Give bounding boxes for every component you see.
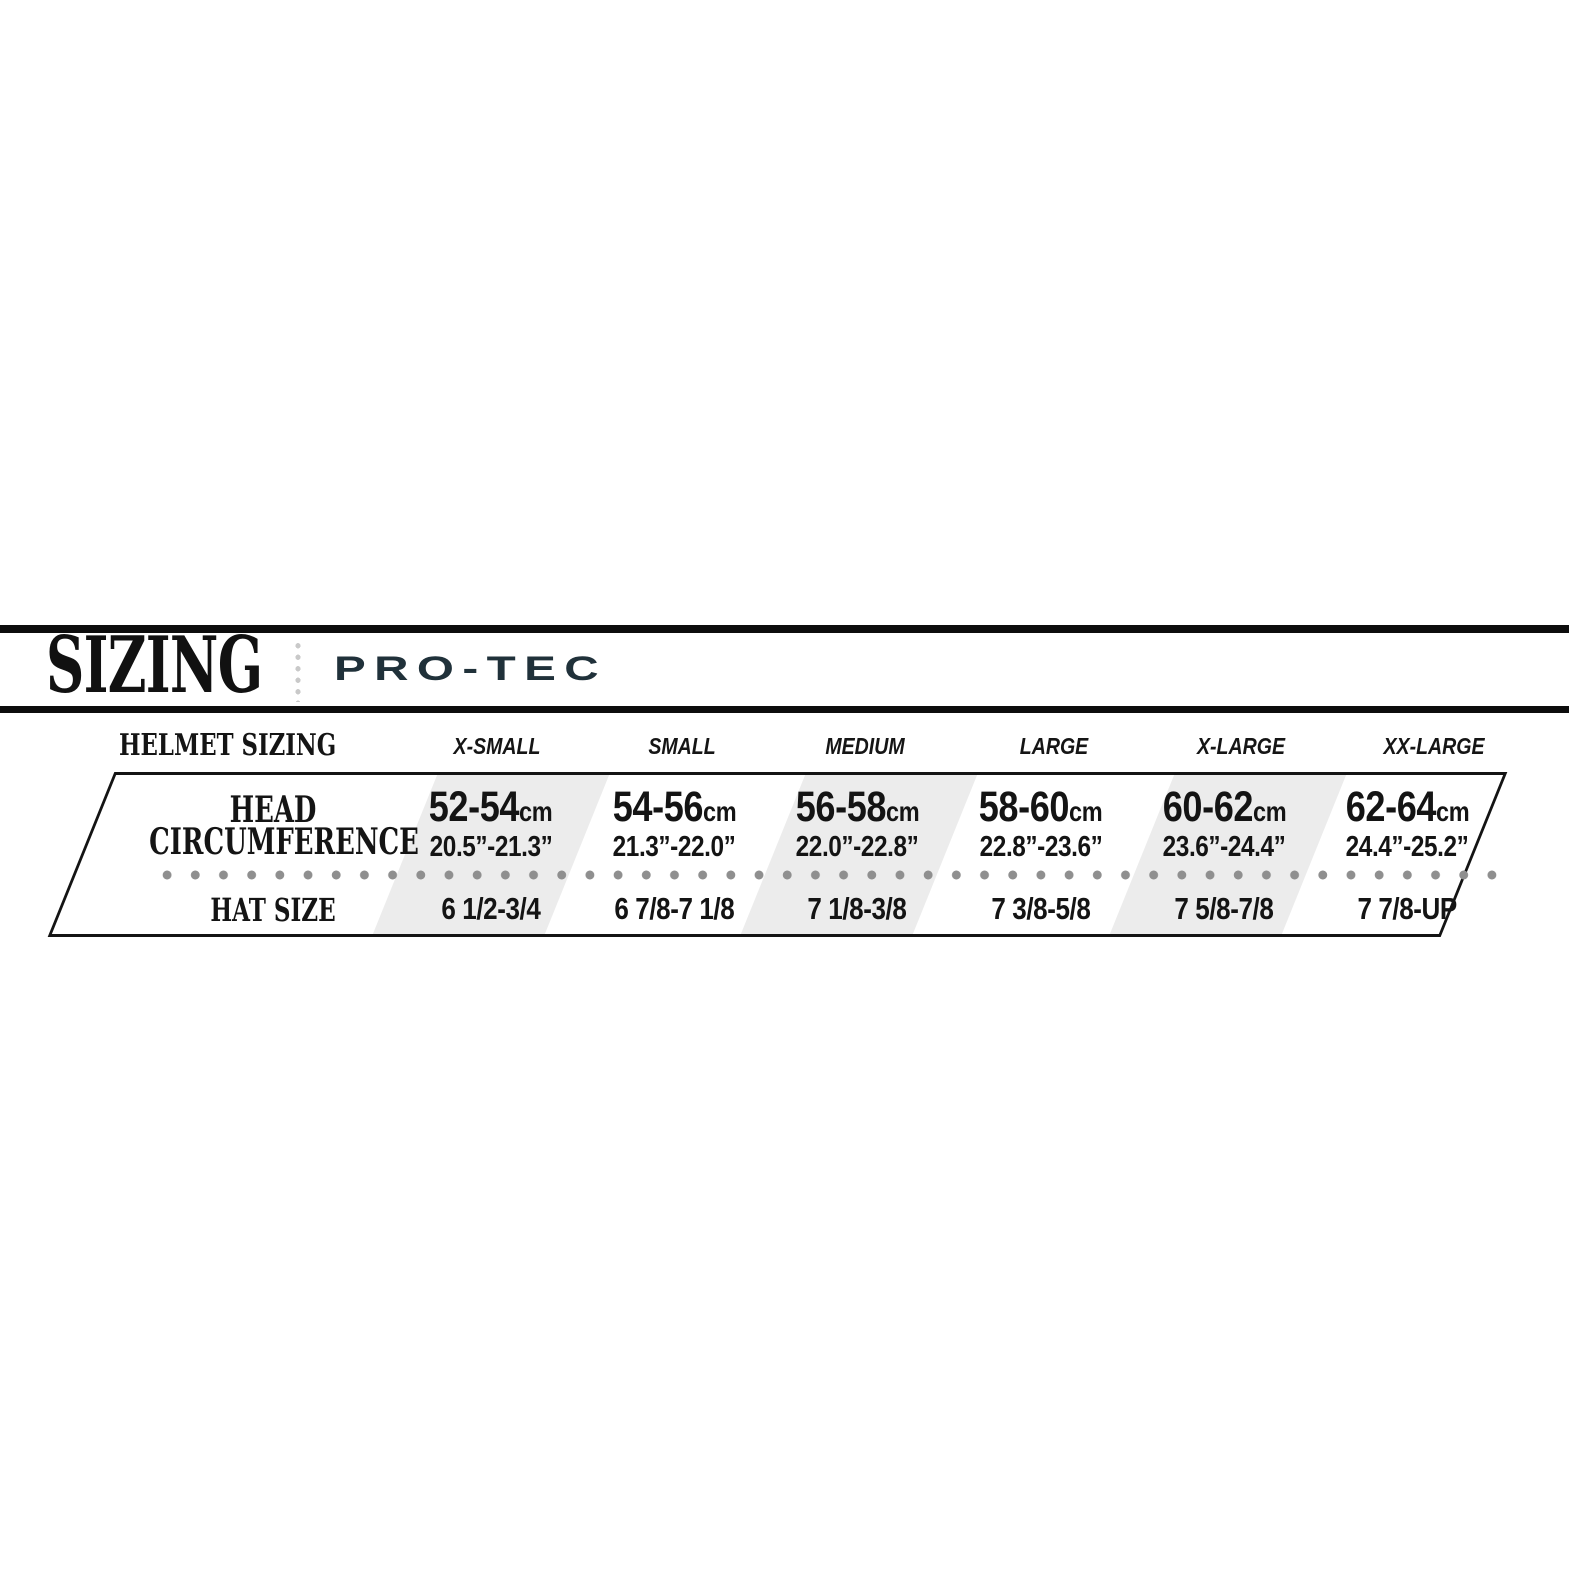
column-header-medium: MEDIUM xyxy=(825,733,905,759)
cm-cell: 62-64cm xyxy=(1316,784,1499,840)
cm-cell: 56-58cm xyxy=(766,784,949,840)
row-label-head-circumference: HEAD CIRCUMFERENCE xyxy=(55,789,445,863)
dotted-separator-icon xyxy=(294,640,302,702)
inch-cell: 21.3”-22.0” xyxy=(612,831,736,863)
hat-cell: 7 3/8-5/8 xyxy=(991,891,1091,926)
cm-value: 52-54 xyxy=(428,783,520,831)
hat-cell: 7 5/8-7/8 xyxy=(1174,891,1274,926)
inch-cell: 22.8”-23.6” xyxy=(979,831,1102,863)
cm-cell: 58-60cm xyxy=(949,784,1132,840)
cm-unit: cm xyxy=(1252,796,1287,827)
hat-cell: 7 1/8-3/8 xyxy=(807,891,907,926)
brand-logo: PRO-TEC xyxy=(334,650,607,688)
cm-cell: 52-54cm xyxy=(399,784,582,840)
inch-cell: 23.6”-24.4” xyxy=(1162,831,1286,863)
column-header-xx-large: XX-LARGE xyxy=(1383,733,1485,759)
cm-cell: 60-62cm xyxy=(1132,784,1315,840)
top-rule xyxy=(0,625,1569,633)
cm-value: 56-58 xyxy=(795,783,887,831)
column-header-x-small: X-SMALL xyxy=(453,733,541,759)
cm-unit: cm xyxy=(702,796,737,827)
cm-value: 60-62 xyxy=(1162,783,1253,831)
row-head-circumference-cm: 52-54cm 54-56cm 56-58cm 58-60cm 60-62cm … xyxy=(399,784,1499,840)
cm-unit: cm xyxy=(885,796,920,827)
column-header-small: SMALL xyxy=(648,733,716,759)
dotted-row-divider xyxy=(153,868,1505,882)
hat-cell: 7 7/8-UP xyxy=(1357,891,1458,926)
page-title: SIZING xyxy=(46,620,263,711)
cm-unit: cm xyxy=(1435,796,1470,827)
row-hat-size: 6 1/2-3/4 6 7/8-7 1/8 7 1/8-3/8 7 3/8-5/… xyxy=(399,890,1499,928)
hat-cell: 6 7/8-7 1/8 xyxy=(614,891,734,926)
inch-cell: 22.0”-22.8” xyxy=(795,831,919,863)
cm-unit: cm xyxy=(1069,796,1103,827)
row-label-line: HEAD xyxy=(229,789,317,831)
table-title: HELMET SIZING xyxy=(119,728,337,763)
column-header-x-large: X-LARGE xyxy=(1197,733,1285,759)
inch-cell: 24.4”-25.2” xyxy=(1345,831,1469,863)
cm-value: 54-56 xyxy=(612,783,703,831)
row-label-hat-size: HAT SIZE xyxy=(210,891,336,929)
cm-cell: 54-56cm xyxy=(582,784,765,840)
hat-cell: 6 1/2-3/4 xyxy=(441,891,541,926)
row-label-line: CIRCUMFERENCE xyxy=(149,821,419,863)
inch-cell: 20.5”-21.3” xyxy=(429,831,553,863)
bottom-rule xyxy=(0,706,1569,713)
cm-unit: cm xyxy=(519,796,553,827)
table-content: HEAD CIRCUMFERENCE 52-54cm 54-56cm 56-58… xyxy=(55,772,1505,937)
column-header-large: LARGE xyxy=(1019,733,1089,759)
cm-value: 58-60 xyxy=(978,783,1070,831)
size-table-band: HEAD CIRCUMFERENCE 52-54cm 54-56cm 56-58… xyxy=(0,772,1569,937)
row-head-circumference-inches: 20.5”-21.3” 21.3”-22.0” 22.0”-22.8” 22.8… xyxy=(399,832,1499,862)
cm-value: 62-64 xyxy=(1345,783,1437,831)
